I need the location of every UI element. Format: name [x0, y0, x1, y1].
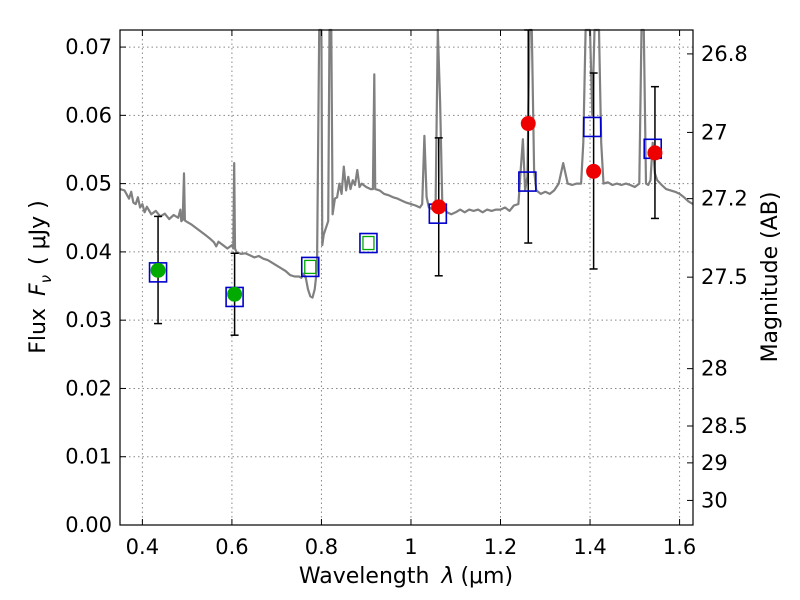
x-tick-label: 1.4	[573, 535, 606, 559]
x-tick-label: 0.4	[126, 535, 159, 559]
model-photometry-squares	[148, 116, 663, 308]
y-tick-label: 0.07	[65, 35, 112, 59]
y-tick-label: 0.02	[65, 376, 112, 400]
axis-ticks	[120, 30, 693, 526]
y-tick-label: 0.06	[65, 103, 112, 127]
observed-point	[150, 262, 166, 278]
model-spectrum	[119, 28, 694, 299]
observed-point	[431, 199, 447, 215]
model-photometry-square	[359, 232, 378, 254]
observed-point	[227, 286, 243, 302]
x-tick-labels: 0.4 0.6 0.8 1 1.2 1.4 1.6	[126, 535, 697, 559]
observed-points	[150, 116, 663, 302]
y-tick-label: 0.04	[65, 240, 112, 264]
y2-tick-label: 27	[701, 120, 728, 144]
model-spectrum-line	[119, 28, 694, 299]
y-axis-label: FluxFν( μJy )	[26, 200, 55, 353]
x-tick-label: 1	[404, 535, 417, 559]
y2-tick-label: 28	[701, 357, 728, 381]
y2-tick-labels: 26.8 27 27.2 27.5 28 28.5 29 30	[701, 42, 748, 513]
plot-frame	[119, 29, 694, 526]
y2-tick-label: 30	[701, 488, 728, 512]
grid-lines	[120, 30, 693, 526]
y2-axis-label: Magnitude (AB)	[758, 192, 783, 363]
model-photometry-square	[300, 256, 320, 278]
observed-point	[520, 116, 536, 132]
y-tick-label: 0.01	[65, 445, 112, 469]
x-tick-label: 1.6	[663, 535, 696, 559]
observed-point	[586, 163, 602, 179]
x-tick-label: 1.2	[484, 535, 517, 559]
y-tick-label: 0.05	[65, 172, 112, 196]
model-photometry-square	[518, 171, 537, 192]
y-tick-label: 0.00	[65, 513, 112, 537]
observed-point	[647, 145, 663, 161]
model-photometry-inner-square	[304, 259, 317, 275]
model-photometry-inner-square	[362, 235, 375, 251]
y-tick-labels: 0.00 0.01 0.02 0.03 0.04 0.05 0.06 0.07	[65, 35, 112, 537]
x-tick-label: 0.8	[305, 535, 338, 559]
x-tick-label: 0.6	[215, 535, 248, 559]
y2-tick-label: 26.8	[701, 42, 748, 66]
y2-tick-label: 28.5	[701, 414, 748, 438]
y2-tick-label: 29	[701, 451, 728, 475]
y2-tick-label: 27.5	[701, 265, 748, 289]
y-tick-label: 0.03	[65, 308, 112, 332]
model-photometry-square	[582, 116, 602, 138]
y2-tick-label: 27.2	[701, 187, 748, 211]
x-axis-label: Wavelength λ (μm)	[299, 564, 513, 589]
